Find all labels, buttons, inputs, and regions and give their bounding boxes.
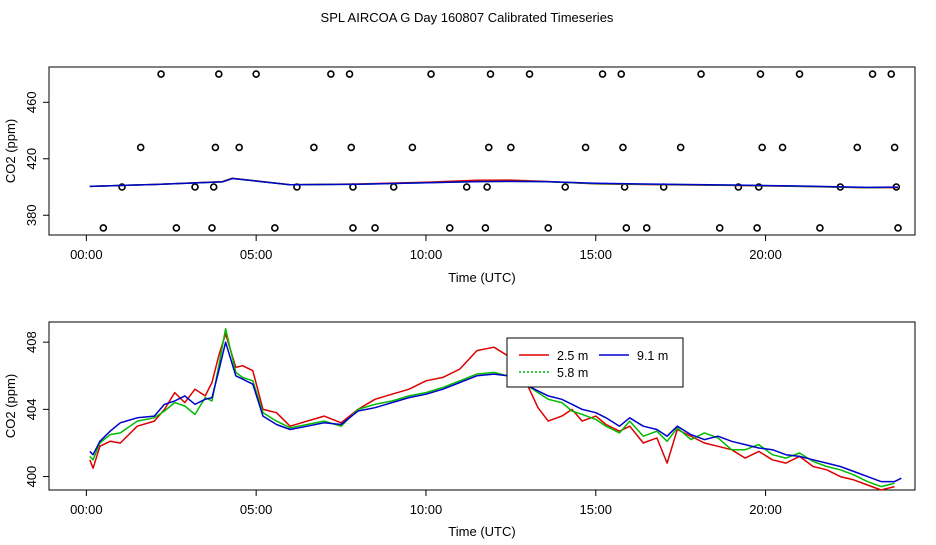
bottom-x-tick-label: 20:00 bbox=[749, 502, 782, 517]
calibration-point bbox=[327, 70, 335, 78]
calibration-point bbox=[209, 183, 218, 191]
calibration-point bbox=[172, 224, 181, 232]
bottom-y-tick-label: 408 bbox=[24, 331, 39, 353]
top-y-tick-label: 460 bbox=[24, 91, 39, 113]
calibration-point bbox=[99, 224, 108, 232]
calibration-point bbox=[622, 224, 631, 232]
calibration-point bbox=[887, 70, 896, 78]
calibration-point bbox=[136, 143, 145, 152]
calibration-point bbox=[795, 70, 804, 78]
legend-label-5-8m: 5.8 m bbox=[557, 366, 588, 380]
legend-label-2-5m: 2.5 m bbox=[557, 349, 588, 363]
calibration-point bbox=[642, 224, 651, 232]
calibration-point bbox=[484, 143, 493, 152]
bottom-x-axis-label: Time (UTC) bbox=[448, 524, 515, 539]
calibration-point bbox=[349, 224, 357, 232]
calibration-point bbox=[235, 143, 243, 152]
calibration-point bbox=[345, 70, 354, 78]
bottom-x-axis: 00:00 05:00 10:00 15:00 20:00 bbox=[70, 490, 782, 517]
calibration-point bbox=[191, 183, 199, 191]
calibration-point bbox=[697, 70, 705, 78]
bottom-y-tick-label: 400 bbox=[24, 466, 39, 488]
bottom-x-tick-label: 05:00 bbox=[240, 502, 273, 517]
bottom-y-tick-label: 404 bbox=[24, 399, 39, 421]
calibration-point bbox=[347, 143, 356, 152]
calibration-point bbox=[389, 183, 398, 191]
calibration-point bbox=[271, 224, 279, 232]
calibration-point bbox=[507, 143, 515, 152]
bottom-plot-frame bbox=[48, 321, 916, 491]
top-x-axis-label: Time (UTC) bbox=[448, 270, 515, 285]
bottom-series-line-9-1m bbox=[89, 341, 902, 483]
bottom-series-line-5-8m bbox=[89, 327, 895, 488]
bottom-y-axis: 400 404 408 bbox=[24, 331, 49, 487]
calibration-point bbox=[753, 224, 761, 232]
calibration-point bbox=[581, 143, 590, 152]
calibration-point bbox=[778, 143, 787, 152]
calibration-point bbox=[408, 143, 417, 152]
bottom-chart: 00:00 05:00 10:00 15:00 20:00 400 404 408 Time… bbox=[3, 321, 916, 539]
calibration-point bbox=[483, 183, 491, 191]
bottom-series-lines bbox=[89, 327, 902, 491]
bottom-x-tick-label: 10:00 bbox=[410, 502, 443, 517]
calibration-point bbox=[756, 70, 765, 78]
top-y-axis-label: CO2 (ppm) bbox=[3, 119, 18, 183]
calibration-point bbox=[118, 183, 126, 191]
calibration-point bbox=[215, 70, 223, 78]
calibration-point bbox=[481, 224, 490, 232]
legend: 2.5 m 9.1 m 5.8 m bbox=[506, 337, 684, 388]
top-x-tick-label: 10:00 bbox=[410, 247, 443, 262]
calibration-point bbox=[371, 224, 379, 232]
calibration-point bbox=[894, 224, 902, 232]
top-series-line-9-1m bbox=[89, 177, 899, 189]
top-x-axis: 00:00 05:00 10:00 15:00 20:00 bbox=[70, 235, 782, 262]
top-x-tick-label: 20:00 bbox=[749, 247, 782, 262]
top-chart: 00:00 05:00 10:00 15:00 20:00 380 420 460 Time… bbox=[3, 66, 916, 285]
legend-label-9-1m: 9.1 m bbox=[637, 349, 668, 363]
legend-box bbox=[506, 337, 684, 388]
figure-title: SPL AIRCOA G Day 160807 Calibrated Times… bbox=[321, 10, 614, 25]
calibration-point bbox=[252, 70, 260, 78]
top-y-tick-label: 420 bbox=[24, 148, 39, 170]
calibration-point bbox=[525, 70, 534, 78]
top-x-tick-label: 05:00 bbox=[240, 247, 273, 262]
top-plot-frame bbox=[48, 66, 916, 236]
top-y-tick-label: 380 bbox=[24, 204, 39, 226]
top-series-lines bbox=[89, 177, 899, 189]
calibration-point bbox=[853, 143, 862, 152]
calibration-point bbox=[868, 70, 877, 78]
calibration-point bbox=[617, 70, 626, 78]
top-x-tick-label: 00:00 bbox=[70, 247, 103, 262]
calibration-point bbox=[211, 143, 220, 152]
bottom-y-axis-label: CO2 (ppm) bbox=[3, 374, 18, 438]
calibration-point bbox=[157, 70, 165, 78]
calibration-point bbox=[486, 70, 495, 78]
calibration-point bbox=[561, 183, 570, 191]
calibration-point bbox=[544, 224, 553, 232]
calibration-point bbox=[715, 224, 724, 232]
bottom-series-line-2-5m bbox=[89, 333, 895, 491]
calibration-point bbox=[890, 143, 899, 152]
top-calibration-points bbox=[99, 70, 902, 232]
top-y-axis: 380 420 460 bbox=[24, 91, 49, 226]
calibration-point bbox=[619, 143, 627, 152]
calibration-point bbox=[445, 224, 454, 232]
bottom-x-tick-label: 00:00 bbox=[70, 502, 103, 517]
bottom-x-tick-label: 15:00 bbox=[579, 502, 612, 517]
calibration-point bbox=[734, 183, 743, 191]
calibration-point bbox=[598, 70, 607, 78]
calibration-point bbox=[754, 183, 763, 191]
calibration-point bbox=[758, 143, 766, 152]
calibration-point bbox=[427, 70, 435, 78]
calibration-point bbox=[676, 143, 685, 152]
calibration-point bbox=[816, 224, 824, 232]
calibration-point bbox=[310, 143, 318, 152]
calibration-point bbox=[462, 183, 471, 191]
calibration-point bbox=[208, 224, 216, 232]
top-x-tick-label: 15:00 bbox=[579, 247, 612, 262]
